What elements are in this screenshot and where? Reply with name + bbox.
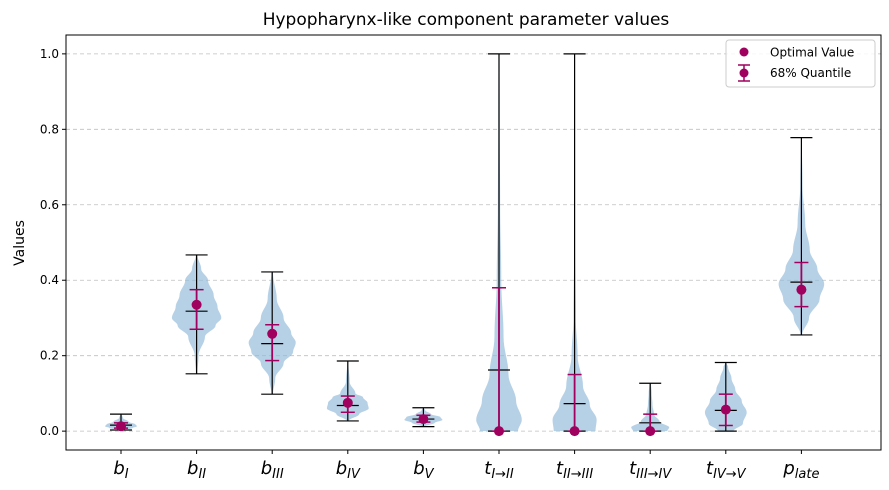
y-tick-label: 1.0: [40, 47, 59, 61]
x-tick-label-3: bIV: [336, 458, 361, 482]
legend-errorbar-dot: [739, 68, 749, 78]
optimal-value-point: [267, 328, 278, 339]
violins: [105, 53, 825, 432]
x-tick-label-4: bV: [413, 458, 434, 482]
y-tick-label: 0.6: [40, 198, 59, 212]
y-tick-label: 0.4: [40, 273, 59, 287]
x-axis-ticks: bI bII bIII bIV bV tI→II tII→III tIII→IV tIV→V pl…: [113, 450, 819, 482]
optimal-value-point: [569, 426, 580, 437]
whiskers: [110, 53, 813, 432]
legend: Optimal Value 68% Quantile: [725, 39, 876, 88]
legend-quantile-label: 68% Quantile: [770, 66, 851, 80]
x-tick-label-8: tIV→V: [706, 458, 747, 482]
legend-box: [725, 39, 876, 88]
x-tick-label-1: bII: [187, 458, 206, 482]
legend-quantile-marker: [738, 64, 750, 82]
optimal-value-point: [418, 414, 429, 425]
x-tick-label-2: bIII: [261, 458, 284, 482]
optimal-value-point: [342, 397, 353, 408]
x-tick-label-0: bI: [113, 458, 128, 482]
x-tick-label-5: tI→II: [484, 458, 514, 482]
optimal-value-point: [191, 299, 202, 310]
optimal-value-point: [796, 284, 807, 295]
grid-lines: [66, 53, 881, 432]
y-axis-ticks: 0.0 0.2 0.4 0.6 0.8 1.0: [40, 47, 66, 438]
optimal-value-point: [720, 404, 731, 415]
y-tick-label: 0.8: [40, 122, 59, 136]
y-axis-label: Values: [12, 220, 28, 266]
markers: [114, 261, 809, 437]
x-tick-label-6: tII→III: [556, 458, 593, 482]
optimal-value-point: [116, 421, 126, 432]
x-tick-label-9: plate: [782, 458, 819, 482]
optimal-value-point: [494, 426, 504, 437]
plot-frame: [65, 34, 882, 451]
optimal-value-point: [645, 426, 656, 437]
y-tick-label: 0.2: [40, 349, 59, 363]
x-tick-label-7: tIII→IV: [629, 458, 672, 482]
y-tick-label: 0.0: [40, 424, 59, 438]
legend-optimal-marker: [739, 47, 749, 57]
legend-optimal-label: Optimal Value: [770, 46, 854, 60]
chart-title: Hypopharynx-like component parameter val…: [263, 10, 670, 30]
